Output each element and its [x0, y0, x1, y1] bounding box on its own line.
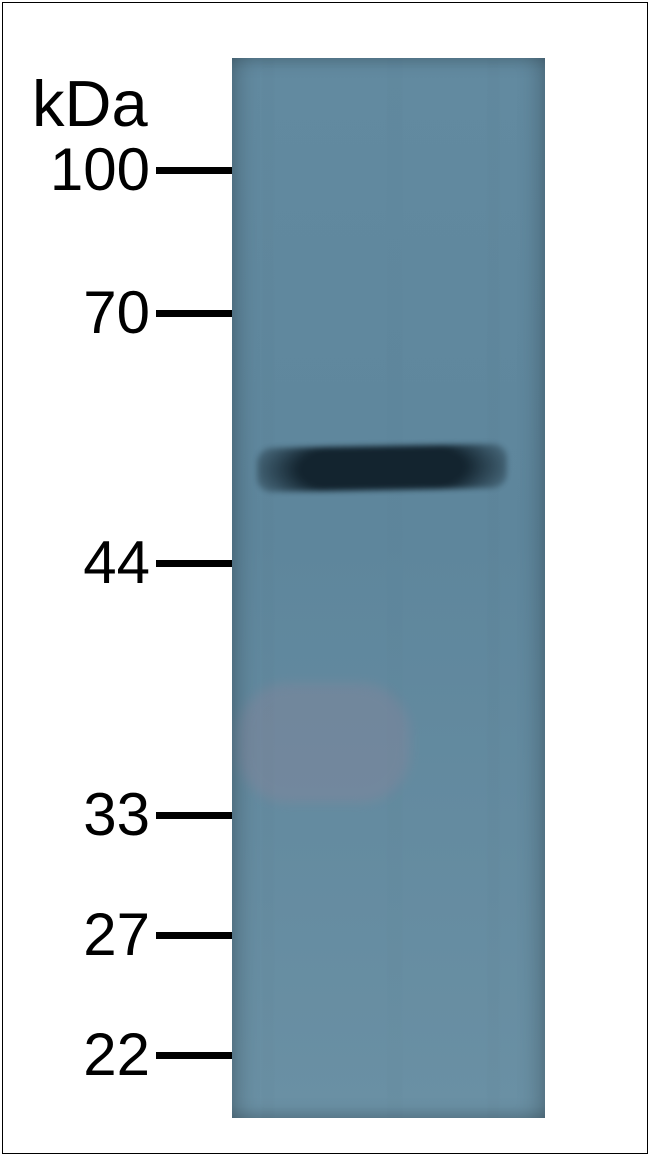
ladder-tick-100 — [156, 167, 232, 174]
ladder-value-27: 27 — [0, 905, 154, 965]
ladder-value-22: 22 — [0, 1025, 154, 1085]
kda-unit-label: kDa — [32, 66, 148, 141]
ladder-tick-27 — [156, 932, 232, 939]
ladder-value-44: 44 — [0, 533, 154, 593]
ladder-tick-44 — [156, 560, 232, 567]
pink-smudge — [238, 683, 410, 803]
ladder-value-100: 100 — [0, 140, 154, 200]
blot-lane — [232, 58, 545, 1118]
lane-overlay — [232, 58, 545, 1118]
ladder-tick-33 — [156, 812, 232, 819]
ladder-value-33: 33 — [0, 785, 154, 845]
main-band — [257, 444, 507, 492]
western-blot-figure: kDa 100 70 44 33 27 22 — [0, 0, 650, 1156]
ladder-value-70: 70 — [0, 283, 154, 343]
ladder-tick-22 — [156, 1052, 232, 1059]
ladder-tick-70 — [156, 310, 232, 317]
